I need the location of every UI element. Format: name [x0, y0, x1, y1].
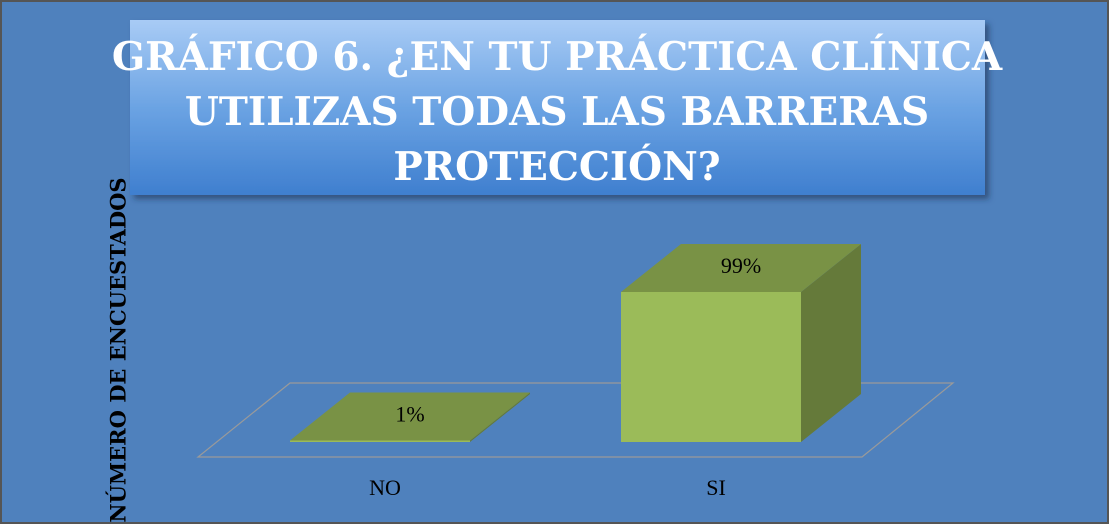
x-tick-label: SI [706, 475, 726, 500]
data-label: 99% [721, 253, 761, 278]
bar-top [621, 244, 861, 292]
bar-front [290, 440, 470, 442]
floor [196, 382, 955, 458]
y-axis-label: NÚMERO DE ENCUESTADOS [106, 177, 131, 522]
chart-title: GRÁFICO 6. ¿EN TU PRÁCTICA CLÍNICA UTILIZ… [112, 33, 1003, 190]
bar-side [801, 244, 861, 442]
data-label: 1% [395, 402, 424, 427]
bar-side [470, 392, 530, 442]
title-box [130, 20, 985, 195]
x-tick-label: NO [369, 475, 401, 500]
bar-front [621, 292, 801, 442]
bar-top [290, 392, 530, 441]
